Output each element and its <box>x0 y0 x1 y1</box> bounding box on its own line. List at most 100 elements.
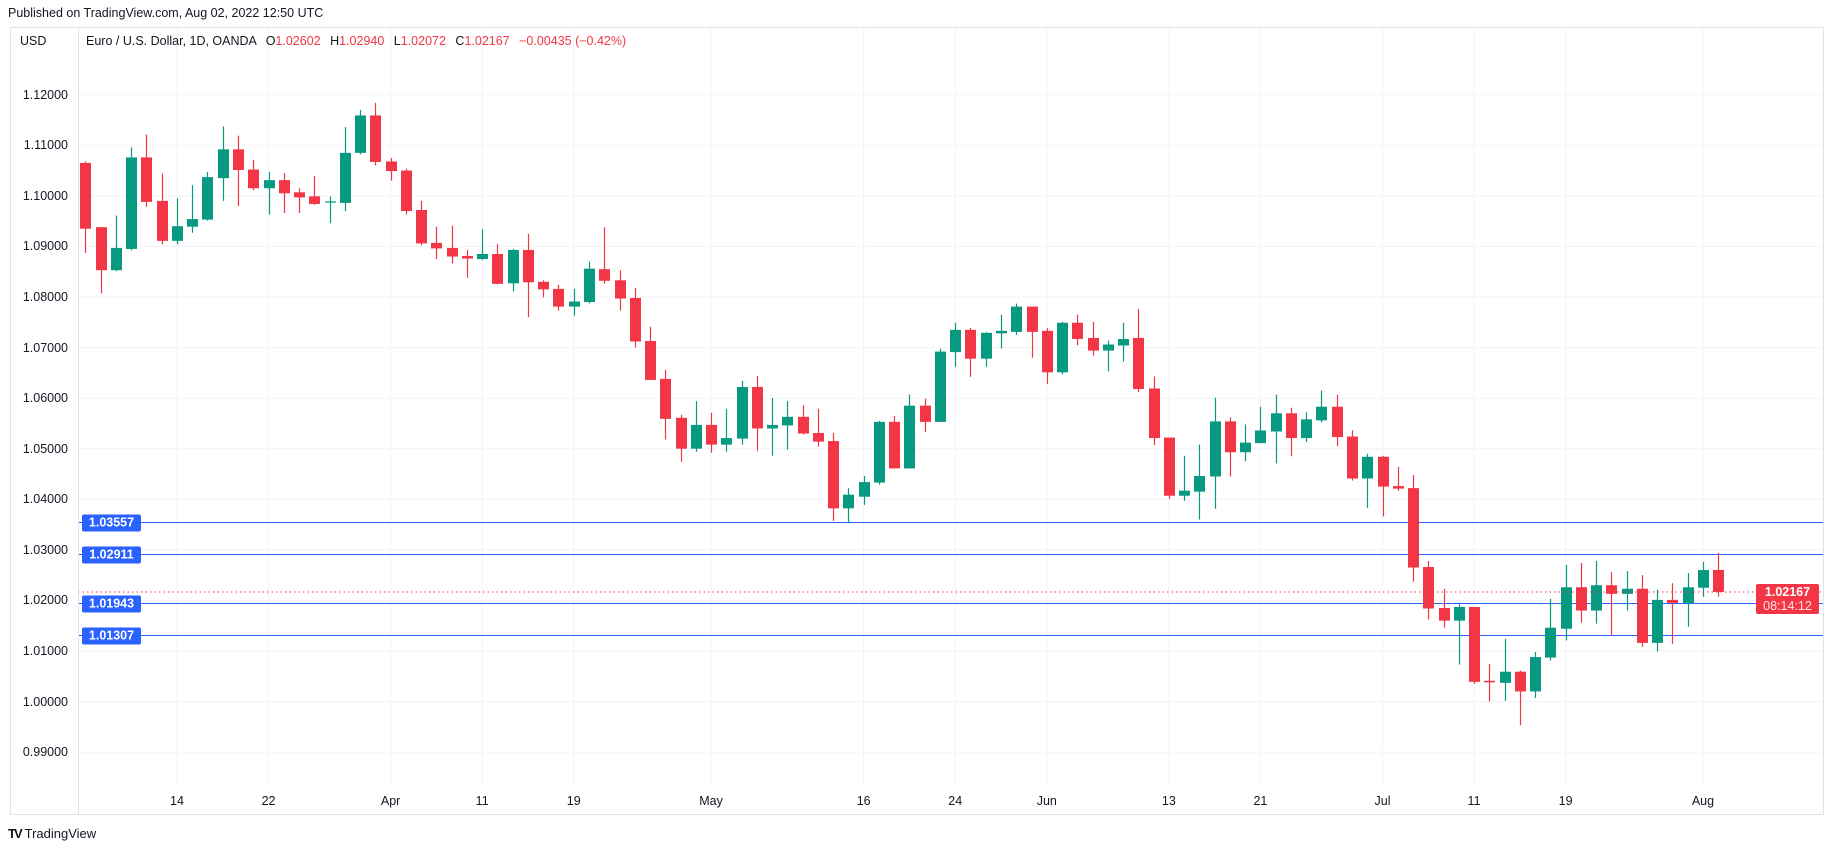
price-tick-label: 1.11000 <box>23 138 68 153</box>
candle-body <box>1408 488 1419 568</box>
ohlc-legend: Euro / U.S. Dollar, 1D, OANDA O1.02602 H… <box>86 34 626 48</box>
candle-body <box>1133 337 1144 390</box>
candle-body <box>1271 413 1282 432</box>
time-tick-label: May <box>699 794 723 808</box>
candle-2022-03-14 <box>172 198 183 245</box>
candle-body <box>416 209 427 244</box>
candle-2022-04-07 <box>447 225 458 264</box>
close-label: C <box>455 34 465 48</box>
candle-body <box>1210 421 1221 477</box>
candle-2022-06-24 <box>1301 412 1312 443</box>
horizontal-line-price-label[interactable]: 1.02911 <box>82 546 141 563</box>
candle-2022-07-26 <box>1637 575 1648 647</box>
price-tick-label: 1.05000 <box>22 441 68 456</box>
candle-body <box>370 115 381 162</box>
candle-2022-06-13 <box>1164 437 1175 499</box>
time-tick-label: 19 <box>1558 794 1573 808</box>
price-tick-label: 1.12000 <box>22 87 68 102</box>
candle-body <box>965 329 976 359</box>
open-value: 1.02602 <box>275 34 321 48</box>
candle-body <box>1362 456 1373 479</box>
candle-body <box>752 386 763 429</box>
candle-2022-05-30 <box>1011 303 1022 335</box>
candle-body <box>950 329 961 353</box>
candle-body <box>1347 436 1358 479</box>
candle-body <box>1179 490 1190 496</box>
candle-2022-05-16 <box>859 475 870 505</box>
candle-2022-06-23 <box>1286 407 1297 457</box>
candle-2022-05-19 <box>904 394 915 469</box>
candle-body <box>1011 306 1022 332</box>
candle-2022-05-20 <box>920 398 931 433</box>
candle-2022-07-13 <box>1500 638 1511 702</box>
chart-frame <box>10 27 1824 815</box>
candle-body <box>492 253 503 284</box>
time-tick-label: 13 <box>1161 794 1176 808</box>
candle-2022-04-05 <box>416 200 427 246</box>
candle-2022-05-12 <box>828 433 839 522</box>
candle-body <box>1530 657 1541 692</box>
time-tick-label: Jul <box>1374 794 1391 808</box>
candle-2022-07-04 <box>1393 466 1404 491</box>
candle-2022-05-25 <box>965 327 976 377</box>
candle-2022-07-06 <box>1423 560 1434 620</box>
candle-body <box>691 424 702 449</box>
horizontal-line-price-label[interactable]: 1.01943 <box>82 595 141 612</box>
candle-2022-05-26 <box>981 331 992 367</box>
last-price-label: 1.02167 08:14:12 <box>1756 583 1819 614</box>
price-tick-label: 1.08000 <box>22 289 68 304</box>
close-value: 1.02167 <box>464 34 510 48</box>
candle-2022-04-28 <box>676 414 687 462</box>
candle-body <box>248 169 259 189</box>
candle-2022-05-13 <box>843 488 854 524</box>
candle-body <box>1332 406 1343 438</box>
currency-label: USD <box>20 34 47 48</box>
candle-body <box>523 249 534 283</box>
candle-2022-06-01 <box>1042 327 1053 384</box>
candle-body <box>859 482 870 497</box>
candle-2022-03-22 <box>264 172 275 215</box>
time-tick-label: 22 <box>261 794 276 808</box>
tradingview-logo[interactable]: TV TradingView <box>8 826 96 841</box>
candle-body <box>1637 588 1648 643</box>
candle-body <box>1484 680 1495 683</box>
horizontal-line-price-label[interactable]: 1.01307 <box>82 627 141 644</box>
candle-2022-07-05 <box>1408 474 1419 582</box>
candle-body <box>1606 585 1617 594</box>
candle-2022-05-09 <box>782 401 793 450</box>
candle-2022-03-16 <box>202 172 213 221</box>
candle-body <box>111 247 122 271</box>
symbol-title: Euro / U.S. Dollar, 1D, OANDA <box>86 34 257 48</box>
candle-2022-06-21 <box>1255 406 1266 444</box>
candle-2022-04-08 <box>462 249 473 278</box>
candle-body <box>508 249 519 284</box>
candle-body <box>1393 486 1404 489</box>
price-tick-label: 1.00000 <box>22 694 68 709</box>
candle-body <box>1286 413 1297 439</box>
candle-2022-06-03 <box>1072 314 1083 346</box>
price-tick-label: 1.06000 <box>22 391 68 406</box>
candle-body <box>584 268 595 303</box>
price-tick-label: 0.99000 <box>22 745 68 760</box>
candle-2022-04-27 <box>660 369 671 440</box>
candle-2022-07-27 <box>1652 589 1663 652</box>
candle-2022-03-29 <box>340 127 351 212</box>
change-value: −0.00435 (−0.42%) <box>519 34 627 48</box>
candle-2022-06-09 <box>1133 309 1144 393</box>
horizontal-line-price-label[interactable]: 1.03557 <box>82 514 141 531</box>
candle-body <box>1576 587 1587 611</box>
candle-2022-04-06 <box>431 226 442 260</box>
candle-body <box>1515 671 1526 692</box>
candle-body <box>1194 475 1205 492</box>
open-label: O <box>265 34 276 48</box>
candle-body <box>218 149 229 179</box>
candle-2022-03-31 <box>370 102 381 166</box>
price-tick-label: 1.10000 <box>22 188 68 203</box>
candle-2022-03-24 <box>294 188 305 214</box>
candle-2022-04-14 <box>523 233 534 318</box>
candle-body <box>80 162 91 229</box>
candle-body <box>233 149 244 171</box>
candle-2022-03-21 <box>248 159 259 191</box>
tradingview-logo-text: TradingView <box>24 826 97 841</box>
